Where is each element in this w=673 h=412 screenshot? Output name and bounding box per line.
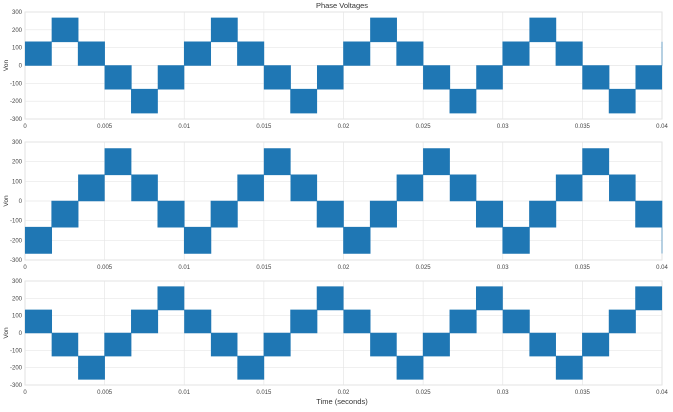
y-axis-label: Von xyxy=(3,60,10,72)
x-tick-label: 0.01 xyxy=(178,265,190,271)
y-tick-label: -100 xyxy=(10,219,23,225)
y-tick-label: 100 xyxy=(12,179,23,185)
figure-title: Phase Voltages xyxy=(316,1,368,10)
x-tick-label: 0.04 xyxy=(656,390,668,396)
x-tick-label: 0.015 xyxy=(256,265,272,271)
y-axis-label: Von xyxy=(3,327,10,339)
x-tick-label: 0.035 xyxy=(575,265,591,271)
x-tick-label: 0 xyxy=(23,265,27,271)
series-line-1 xyxy=(24,286,663,380)
x-tick-label: 0.005 xyxy=(97,124,113,130)
y-tick-label: -300 xyxy=(10,258,23,264)
y-tick-label: 0 xyxy=(19,64,23,70)
series-line-1 xyxy=(24,148,663,254)
x-tick-label: 0.04 xyxy=(656,124,668,130)
y-tick-label: -100 xyxy=(10,348,23,354)
x-tick-label: 0.02 xyxy=(338,265,350,271)
x-tick-label: 0.01 xyxy=(178,124,190,130)
x-tick-label: 0 xyxy=(23,390,27,396)
y-tick-label: 300 xyxy=(12,279,23,285)
y-tick-label: 0 xyxy=(19,331,23,337)
x-tick-label: 0.025 xyxy=(416,390,432,396)
subplot-1: 0 0.005 0.01 0.015 0.02 0.025 0.03 0.035 0.04 -30… xyxy=(3,10,668,130)
y-tick-label: 200 xyxy=(12,160,23,166)
y-tick-label: 300 xyxy=(12,10,23,16)
x-tick-label: 0.01 xyxy=(178,390,190,396)
y-tick-label: -200 xyxy=(10,238,23,244)
y-tick-label: 200 xyxy=(12,296,23,302)
subplot-2: 0 0.005 0.01 0.015 0.02 0.025 0.03 0.035 0.04 -30… xyxy=(3,140,668,271)
x-tick-label: 0.005 xyxy=(97,265,113,271)
x-tick-label: 0.02 xyxy=(338,124,350,130)
x-axis-label: Time (seconds) xyxy=(316,397,368,406)
x-tick-label: 0.015 xyxy=(256,124,272,130)
y-tick-label: -200 xyxy=(10,366,23,372)
subplots: 0 0.005 0.01 0.015 0.02 0.025 0.03 0.035 0.04 -30… xyxy=(3,10,668,396)
x-tick-label: 0.03 xyxy=(497,390,509,396)
x-tick-label: 0.015 xyxy=(256,390,272,396)
x-tick-label: 0 xyxy=(23,124,27,130)
y-axis-label: Von xyxy=(3,195,10,207)
y-tick-label: -100 xyxy=(10,81,23,87)
y-tick-label: 0 xyxy=(19,199,23,205)
x-tick-label: 0.04 xyxy=(656,265,668,271)
x-tick-label: 0.02 xyxy=(338,390,350,396)
x-tick-label: 0.025 xyxy=(416,265,432,271)
y-tick-label: -200 xyxy=(10,99,23,105)
y-tick-label: 300 xyxy=(12,140,23,146)
x-tick-label: 0.005 xyxy=(97,390,113,396)
y-tick-label: 100 xyxy=(12,46,23,52)
y-tick-label: -300 xyxy=(10,117,23,123)
y-tick-label: 200 xyxy=(12,28,23,34)
subplot-3: 0 0.005 0.01 0.015 0.02 0.025 0.03 0.035 0.04 -30… xyxy=(3,279,668,396)
x-tick-label: 0.03 xyxy=(497,124,509,130)
x-tick-label: 0.025 xyxy=(416,124,432,130)
y-tick-label: -300 xyxy=(10,383,23,389)
x-tick-label: 0.035 xyxy=(575,390,591,396)
x-tick-label: 0.035 xyxy=(575,124,591,130)
y-tick-label: 100 xyxy=(12,314,23,320)
x-tick-label: 0.03 xyxy=(497,265,509,271)
series-line-1 xyxy=(24,17,663,114)
